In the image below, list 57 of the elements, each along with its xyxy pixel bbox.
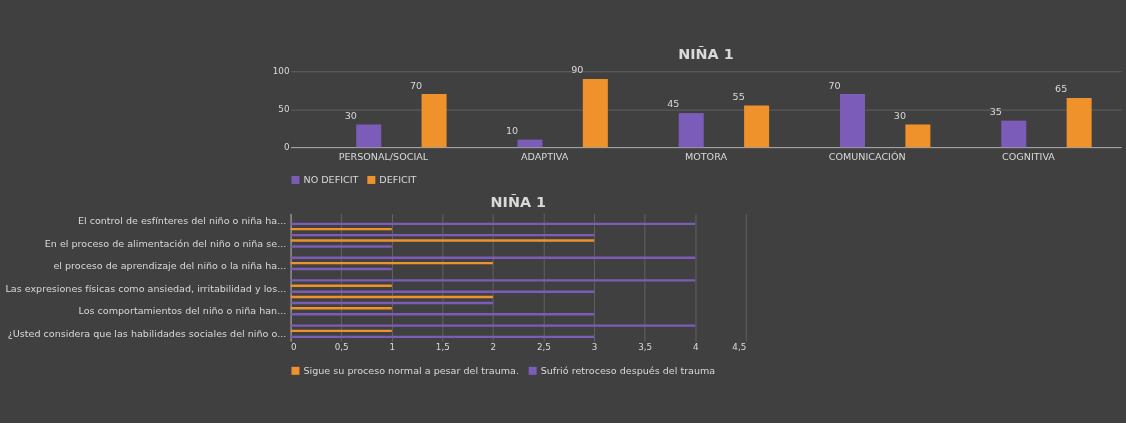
legend-label: Sufrió retroceso después del trauma: [540, 365, 716, 377]
x-tick-label: 2,5: [536, 342, 551, 353]
chart-title: NIÑA 1: [678, 45, 734, 62]
bar: [290, 245, 392, 248]
x-tick-label: 3: [591, 342, 598, 353]
x-tick-label: COMUNICACIÓN: [828, 150, 906, 162]
data-label: 65: [1055, 83, 1068, 95]
bar: [1001, 120, 1027, 148]
bar: [421, 94, 447, 148]
x-tick-label: 1,5: [435, 342, 450, 353]
bar: [678, 113, 704, 148]
y-tick-label: 0: [283, 142, 290, 153]
bar: [840, 94, 866, 148]
y-tick-label: En el proceso de alimentación del niño o niña se...: [44, 237, 287, 249]
y-tick-label: Las expresiones físicas como ansiedad, irritabilidad y los...: [5, 282, 287, 294]
x-tick-label: MOTORA: [684, 150, 728, 162]
data-label: 70: [410, 79, 423, 91]
x-tick-label: 0: [291, 342, 297, 353]
x-tick-label: ADAPTIVA: [521, 150, 569, 162]
bar: [290, 284, 392, 287]
legend-label: DEFICIT: [379, 174, 417, 186]
bar: [1066, 97, 1092, 148]
x-tick-label: 1: [389, 342, 396, 353]
x-tick-label: 0,5: [334, 342, 349, 353]
y-tick-label: Los comportamientos del niño o niña han...: [78, 305, 287, 317]
bar: [290, 290, 595, 293]
y-tick-label: el proceso de aprendizaje del niño o la niña ha...: [53, 260, 287, 272]
data-label: 35: [989, 106, 1002, 118]
legend-label: Sigue su proceso normal a pesar del trauma.: [303, 365, 520, 377]
bar: [582, 78, 608, 148]
bar: [517, 139, 543, 148]
bar: [356, 124, 382, 148]
chart-title: NIÑA 1: [490, 194, 547, 211]
x-tick-label: 4,5: [732, 342, 747, 353]
y-tick-label: 100: [272, 66, 290, 77]
data-label: 55: [732, 90, 745, 102]
data-label: 45: [667, 98, 680, 110]
x-tick-label: PERSONAL/SOCIAL: [338, 150, 429, 162]
bar: [290, 307, 392, 310]
data-label: 10: [505, 125, 519, 137]
legend-label: NO DEFICIT: [303, 174, 359, 186]
bar: [905, 124, 931, 148]
x-tick-label: 4: [692, 342, 699, 353]
bar: [290, 239, 595, 242]
bar: [290, 279, 696, 282]
y-tick-label: 50: [278, 104, 290, 115]
bar: [744, 105, 770, 148]
x-tick-label: 3,5: [638, 342, 653, 353]
y-tick-label: ¿Usted considera que las habilidades sociales del niño o...: [7, 328, 287, 340]
y-tick-label: El control de esfínteres del niño o niña ha...: [77, 215, 287, 227]
data-label: 70: [828, 79, 841, 91]
bar: [290, 324, 696, 327]
x-tick-label: COGNITIVA: [1002, 150, 1056, 162]
data-label: 90: [571, 64, 584, 76]
data-label: 30: [344, 109, 357, 121]
x-tick-label: 2: [490, 342, 497, 353]
data-label: 30: [893, 109, 906, 121]
